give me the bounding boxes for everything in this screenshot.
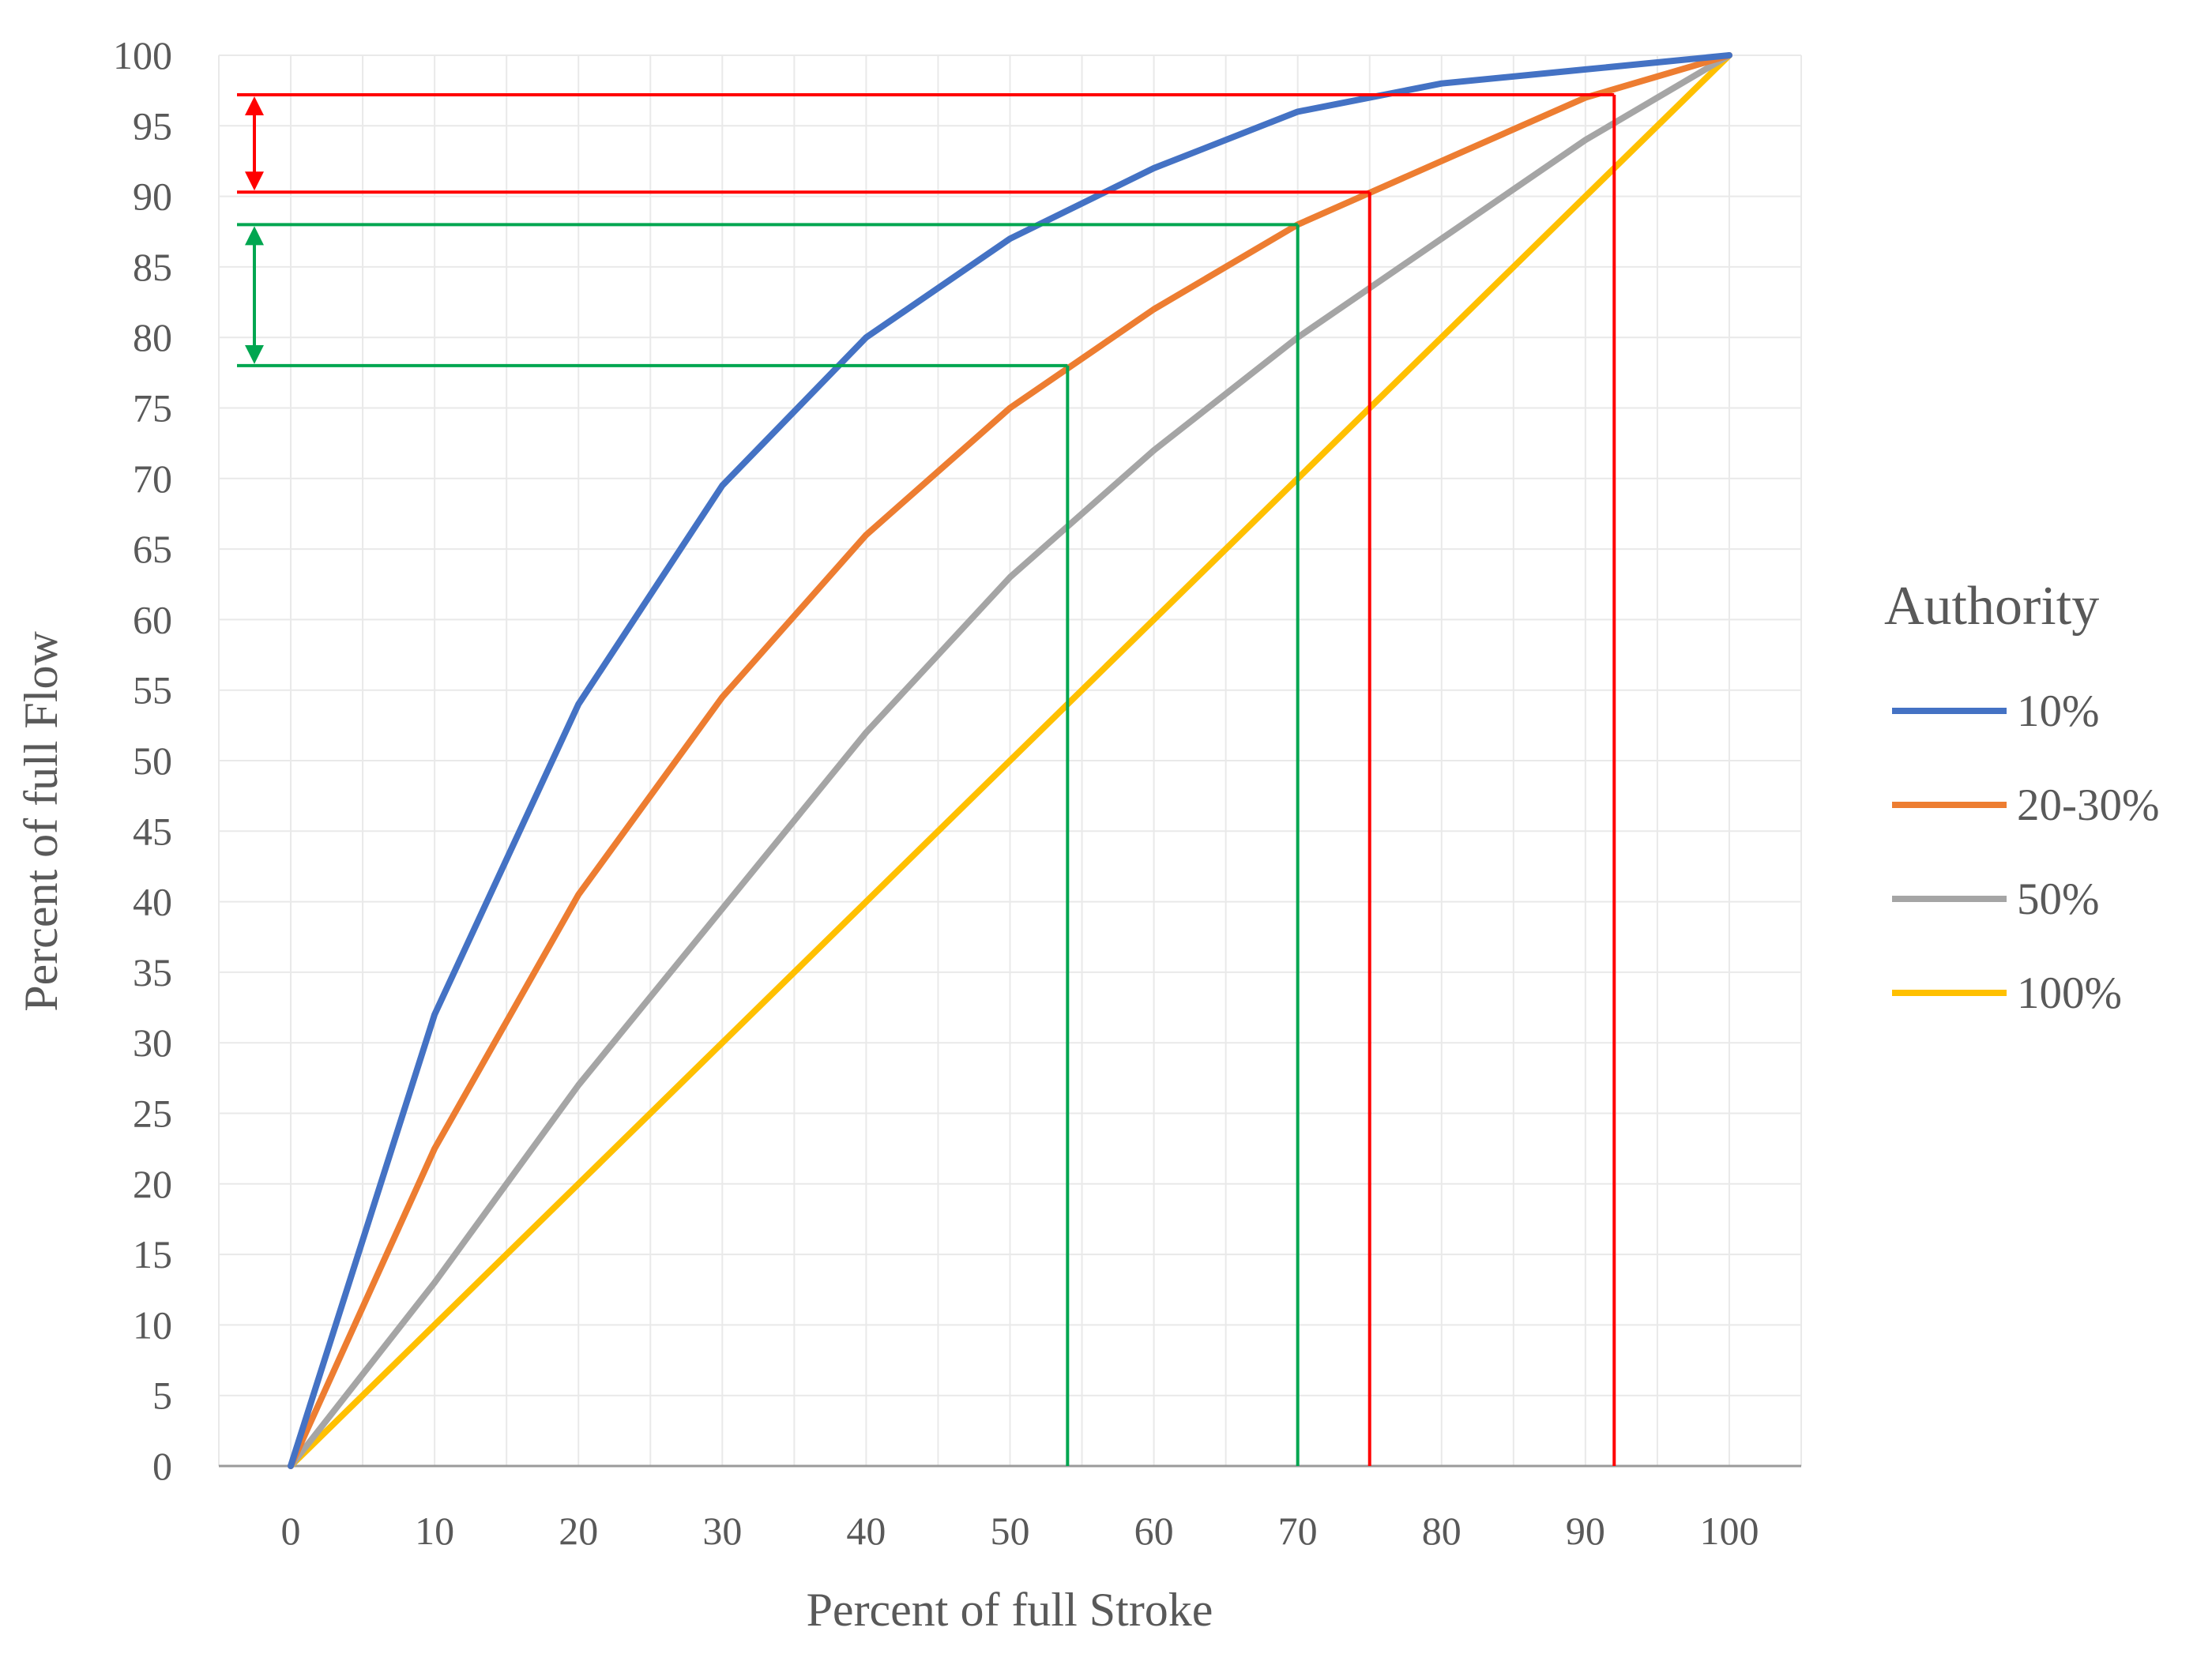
y-tick-label: 35: [133, 950, 172, 994]
y-tick-label: 10: [133, 1302, 172, 1347]
y-tick-label: 40: [133, 880, 172, 924]
gridlines: [218, 55, 1802, 1466]
series-lines: [288, 52, 1732, 1469]
y-tick-label: 20: [133, 1162, 172, 1206]
y-tick-label: 100: [113, 33, 172, 77]
series-line: [288, 52, 1732, 1469]
legend-label: 100%: [2017, 968, 2122, 1018]
y-tick-label: 80: [133, 315, 172, 359]
x-tick-label: 0: [281, 1509, 301, 1553]
y-tick-label: 0: [152, 1444, 172, 1488]
y-tick-label: 65: [133, 527, 172, 571]
x-tick-label: 100: [1699, 1509, 1759, 1553]
legend-entries: 10% 20-30% 50% 100%: [1892, 686, 2159, 1018]
y-tick-label: 90: [133, 175, 172, 219]
legend-label: 50%: [2017, 874, 2099, 924]
series-line: [288, 52, 1732, 1469]
series-line: [288, 52, 1732, 1469]
y-tick-label: 55: [133, 668, 172, 712]
annotation-guides: [237, 93, 1616, 1466]
legend-label: 10%: [2017, 686, 2099, 736]
y-tick-label: 45: [133, 809, 172, 853]
x-tick-label: 40: [846, 1509, 886, 1553]
x-tick-label: 70: [1278, 1509, 1318, 1553]
y-axis-title: Percent of full Flow: [15, 631, 67, 1012]
y-tick-label: 25: [133, 1092, 172, 1136]
x-axis-title: Percent of full Stroke: [807, 1584, 1213, 1636]
y-tick-label: 5: [152, 1374, 172, 1418]
y-tick-label: 75: [133, 386, 172, 430]
x-tick-label: 50: [991, 1509, 1030, 1553]
series-line: [288, 52, 1732, 1469]
y-tick-label: 95: [133, 103, 172, 148]
x-tick-label: 20: [559, 1509, 598, 1553]
x-tick-label: 60: [1134, 1509, 1174, 1553]
legend-label: 20-30%: [2017, 780, 2159, 830]
y-tick-label: 85: [133, 245, 172, 289]
y-tick-label: 60: [133, 597, 172, 641]
y-tick-label: 70: [133, 457, 172, 501]
x-tick-label: 90: [1566, 1509, 1605, 1553]
legend-title: Authority: [1884, 576, 2099, 637]
x-tick-label: 30: [702, 1509, 742, 1553]
y-tick-label: 30: [133, 1021, 172, 1065]
y-tick-label: 15: [133, 1232, 172, 1276]
x-tick-label: 80: [1422, 1509, 1462, 1553]
y-tick-label: 50: [133, 739, 172, 783]
legend: Authority 10% 20-30% 50% 100%: [1884, 576, 2159, 1018]
x-tick-label: 10: [415, 1509, 454, 1553]
tick-labels: 0 5 10 15 20 25 30 35 40 45 50 55 60 65 70 75 80 85 90 95 10…: [113, 33, 1759, 1553]
